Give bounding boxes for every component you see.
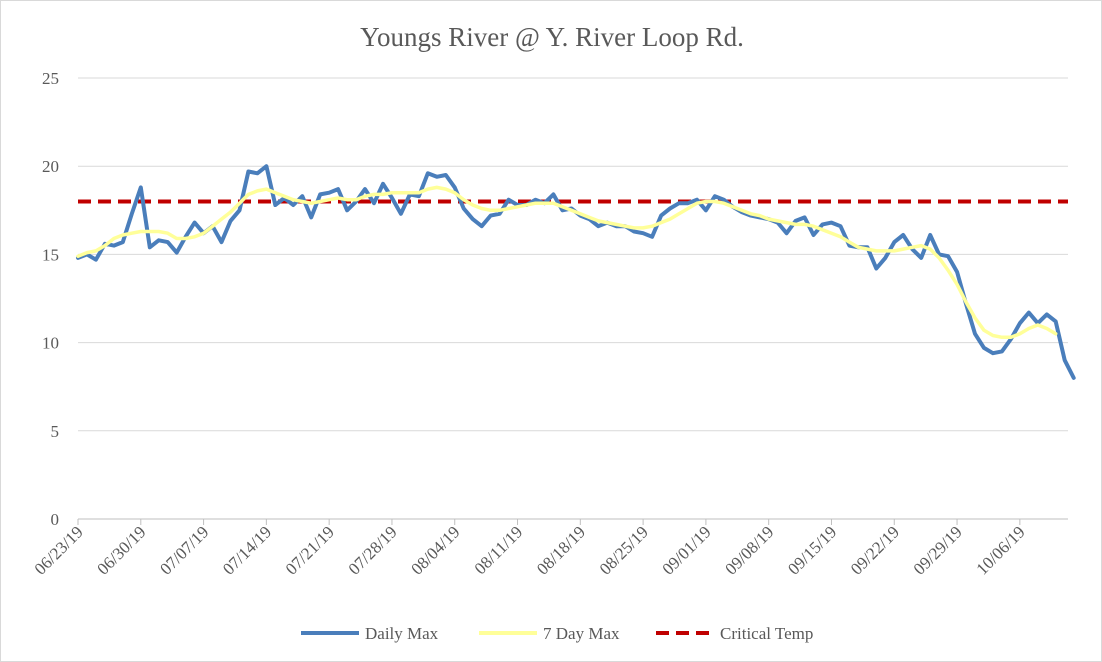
x-tick-label: 07/14/19 <box>219 522 275 578</box>
y-tick-label: 20 <box>42 157 59 176</box>
x-tick-label: 10/06/19 <box>972 522 1028 578</box>
series-7-day-max <box>76 185 1058 340</box>
legend-label: Daily Max <box>365 624 439 643</box>
y-tick-label: 10 <box>42 334 59 353</box>
x-tick-label: 07/07/19 <box>156 522 212 578</box>
series-lines <box>76 164 1076 380</box>
x-tick-label: 09/15/19 <box>784 522 840 578</box>
x-tick-label: 08/11/19 <box>471 522 527 578</box>
gridlines <box>78 77 1068 520</box>
x-tick-label: 08/18/19 <box>533 522 589 578</box>
x-tick-label: 09/29/19 <box>910 522 966 578</box>
x-axis: 06/23/19 06/30/19 07/07/19 07/14/19 07/21/19… <box>31 519 1029 579</box>
legend-label: 7 Day Max <box>543 624 620 643</box>
y-tick-label: 0 <box>51 510 60 529</box>
x-tick-label: 06/30/19 <box>93 522 149 578</box>
x-tick-label: 07/28/19 <box>345 522 401 578</box>
legend: Daily Max 7 Day Max Critical Temp <box>301 624 813 643</box>
y-tick-label: 25 <box>42 69 59 88</box>
series-daily-max <box>76 164 1076 380</box>
x-tick-label: 09/22/19 <box>847 522 903 578</box>
x-tick-label: 09/01/19 <box>659 522 715 578</box>
x-tick-label: 09/08/19 <box>721 522 777 578</box>
y-tick-label: 15 <box>42 245 59 264</box>
chart-title: Youngs River @ Y. River Loop Rd. <box>360 22 744 52</box>
y-tick-label: 5 <box>51 422 60 441</box>
x-tick-label: 08/25/19 <box>596 522 652 578</box>
x-tick-label: 08/04/19 <box>407 522 463 578</box>
y-axis-ticks: 0 5 10 15 20 25 <box>42 69 59 529</box>
legend-label: Critical Temp <box>720 624 813 643</box>
x-tick-label: 07/21/19 <box>282 522 338 578</box>
x-tick-label: 06/23/19 <box>31 522 87 578</box>
